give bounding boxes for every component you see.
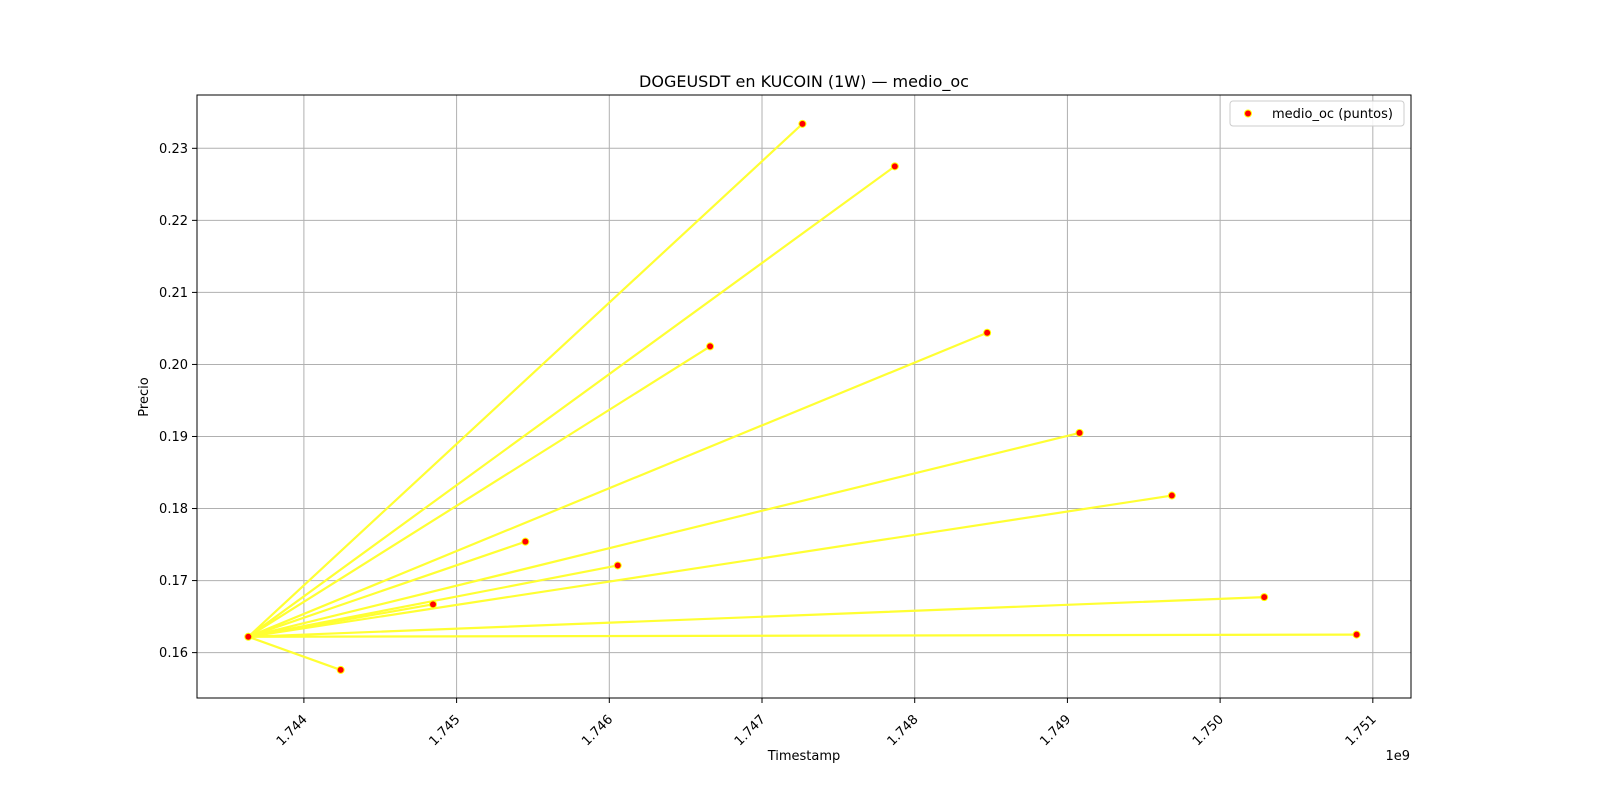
data-point <box>613 561 622 570</box>
y-tick-label: 0.18 <box>159 502 188 517</box>
connection-line <box>247 596 1266 638</box>
grid <box>197 95 1411 698</box>
data-point <box>706 342 715 351</box>
connection-line <box>247 165 896 638</box>
legend-marker <box>1244 109 1252 118</box>
y-tick-label: 0.19 <box>159 430 188 445</box>
connection-line <box>247 635 342 672</box>
connection-line <box>247 633 1358 638</box>
data-point <box>890 162 899 171</box>
connection-line <box>247 331 989 638</box>
data-points <box>244 119 1361 674</box>
data-point <box>1167 491 1176 500</box>
y-tick-label: 0.21 <box>159 286 188 301</box>
connection-lines <box>247 122 1358 672</box>
data-point <box>1260 593 1269 602</box>
y-tick-label: 0.23 <box>159 142 188 157</box>
data-point <box>336 665 345 674</box>
y-tick-label: 0.17 <box>159 574 188 589</box>
y-tick-label: 0.16 <box>159 646 188 661</box>
data-point <box>983 328 992 337</box>
plot-frame <box>196 94 1412 699</box>
y-axis-ticks: 0.16 0.17 0.18 0.19 0.20 0.21 0.22 0.23 <box>159 142 197 661</box>
y-tick-label: 0.20 <box>159 358 188 373</box>
y-tick-label: 0.22 <box>159 214 188 229</box>
legend: medio_oc (puntos) <box>1229 100 1405 127</box>
data-point <box>798 119 807 128</box>
data-point <box>1352 630 1361 639</box>
x-axis-label: Timestamp <box>767 749 841 764</box>
connection-line <box>247 494 1173 638</box>
data-point <box>244 632 253 641</box>
x-axis-offset-label: 1e9 <box>1385 749 1410 764</box>
legend-box <box>1229 100 1405 127</box>
connection-line <box>247 345 712 638</box>
data-point <box>1075 428 1084 437</box>
connection-line <box>247 122 804 638</box>
y-axis-label: Precio <box>137 377 152 416</box>
data-point <box>521 537 530 546</box>
chart-title: DOGEUSDT en KUCOIN (1W) — medio_oc <box>639 72 969 92</box>
connection-line <box>247 431 1081 638</box>
data-point <box>429 600 438 609</box>
legend-entry-label: medio_oc (puntos) <box>1272 107 1393 122</box>
connection-line <box>247 540 527 638</box>
